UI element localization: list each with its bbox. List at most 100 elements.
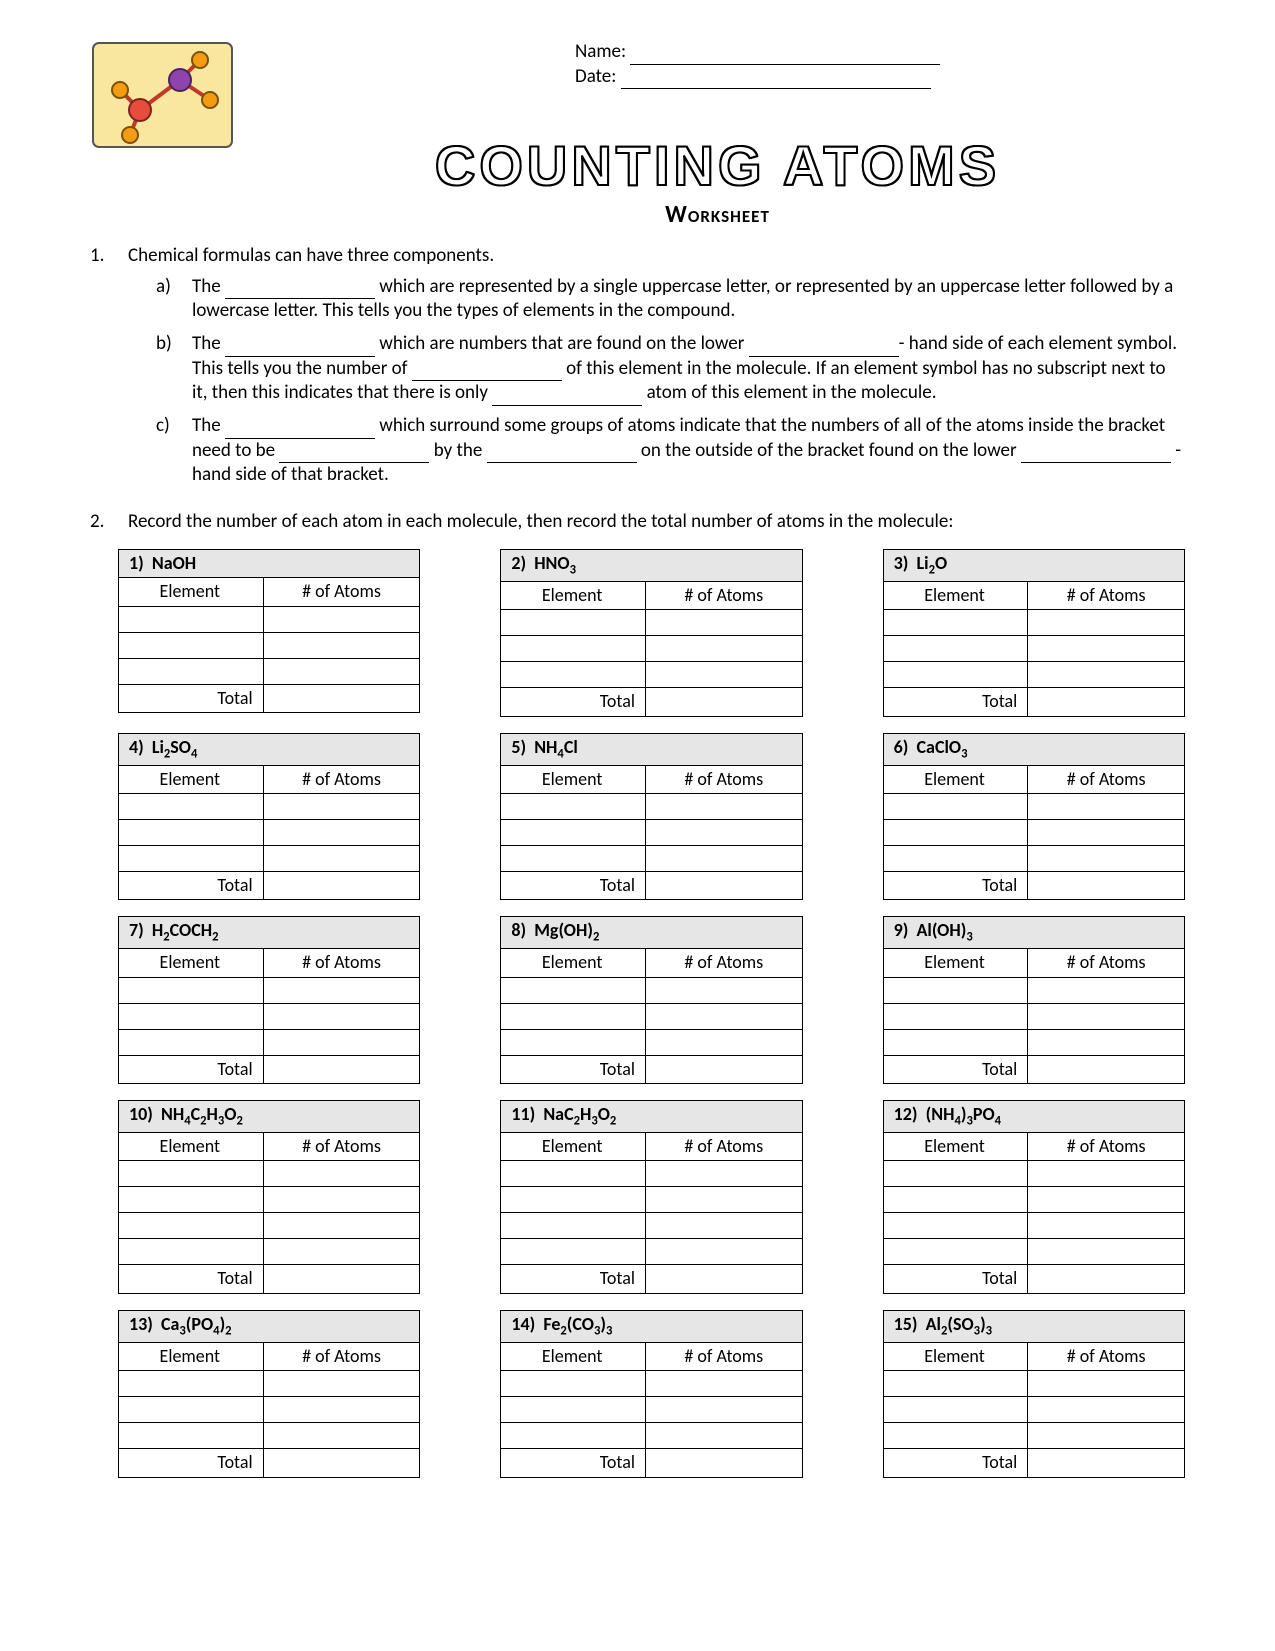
- date-blank[interactable]: [621, 88, 931, 89]
- element-cell[interactable]: [119, 819, 264, 845]
- element-cell[interactable]: [883, 1371, 1028, 1397]
- element-cell[interactable]: [883, 662, 1028, 688]
- total-cell[interactable]: [1028, 1055, 1185, 1083]
- fill-blank[interactable]: [492, 387, 642, 406]
- fill-blank[interactable]: [225, 280, 375, 299]
- count-cell[interactable]: [1028, 845, 1185, 871]
- count-cell[interactable]: [1028, 1239, 1185, 1265]
- fill-blank[interactable]: [412, 362, 562, 381]
- element-cell[interactable]: [501, 1423, 646, 1449]
- total-cell[interactable]: [1028, 1265, 1185, 1293]
- total-cell[interactable]: [645, 1449, 802, 1477]
- element-cell[interactable]: [883, 610, 1028, 636]
- total-cell[interactable]: [1028, 871, 1185, 899]
- count-cell[interactable]: [645, 845, 802, 871]
- total-cell[interactable]: [645, 1055, 802, 1083]
- total-cell[interactable]: [645, 1265, 802, 1293]
- total-cell[interactable]: [263, 1265, 420, 1293]
- element-cell[interactable]: [501, 977, 646, 1003]
- count-cell[interactable]: [263, 1371, 420, 1397]
- count-cell[interactable]: [645, 1371, 802, 1397]
- element-cell[interactable]: [883, 1239, 1028, 1265]
- element-cell[interactable]: [501, 610, 646, 636]
- total-cell[interactable]: [645, 871, 802, 899]
- element-cell[interactable]: [883, 1187, 1028, 1213]
- count-cell[interactable]: [645, 610, 802, 636]
- count-cell[interactable]: [1028, 1423, 1185, 1449]
- count-cell[interactable]: [263, 819, 420, 845]
- count-cell[interactable]: [645, 662, 802, 688]
- total-cell[interactable]: [263, 1055, 420, 1083]
- element-cell[interactable]: [501, 1397, 646, 1423]
- element-cell[interactable]: [501, 845, 646, 871]
- element-cell[interactable]: [883, 636, 1028, 662]
- element-cell[interactable]: [119, 1371, 264, 1397]
- total-cell[interactable]: [263, 871, 420, 899]
- total-cell[interactable]: [645, 688, 802, 716]
- count-cell[interactable]: [263, 1161, 420, 1187]
- count-cell[interactable]: [1028, 636, 1185, 662]
- element-cell[interactable]: [501, 1371, 646, 1397]
- element-cell[interactable]: [119, 1397, 264, 1423]
- element-cell[interactable]: [119, 1187, 264, 1213]
- count-cell[interactable]: [645, 1187, 802, 1213]
- count-cell[interactable]: [1028, 1213, 1185, 1239]
- fill-blank[interactable]: [225, 338, 375, 357]
- element-cell[interactable]: [883, 1423, 1028, 1449]
- element-cell[interactable]: [883, 1029, 1028, 1055]
- element-cell[interactable]: [501, 1239, 646, 1265]
- count-cell[interactable]: [1028, 1187, 1185, 1213]
- element-cell[interactable]: [119, 606, 264, 632]
- count-cell[interactable]: [263, 1187, 420, 1213]
- count-cell[interactable]: [1028, 1371, 1185, 1397]
- count-cell[interactable]: [645, 819, 802, 845]
- element-cell[interactable]: [883, 1213, 1028, 1239]
- count-cell[interactable]: [263, 658, 420, 684]
- fill-blank[interactable]: [225, 420, 375, 439]
- element-cell[interactable]: [501, 636, 646, 662]
- count-cell[interactable]: [263, 1029, 420, 1055]
- element-cell[interactable]: [119, 632, 264, 658]
- count-cell[interactable]: [1028, 1029, 1185, 1055]
- element-cell[interactable]: [119, 845, 264, 871]
- count-cell[interactable]: [645, 1161, 802, 1187]
- element-cell[interactable]: [883, 819, 1028, 845]
- total-cell[interactable]: [263, 1449, 420, 1477]
- element-cell[interactable]: [119, 658, 264, 684]
- total-cell[interactable]: [263, 684, 420, 712]
- element-cell[interactable]: [501, 1187, 646, 1213]
- count-cell[interactable]: [263, 977, 420, 1003]
- element-cell[interactable]: [119, 1003, 264, 1029]
- element-cell[interactable]: [501, 662, 646, 688]
- element-cell[interactable]: [883, 793, 1028, 819]
- element-cell[interactable]: [501, 819, 646, 845]
- element-cell[interactable]: [883, 1397, 1028, 1423]
- fill-blank[interactable]: [279, 444, 429, 463]
- element-cell[interactable]: [883, 977, 1028, 1003]
- count-cell[interactable]: [645, 1003, 802, 1029]
- count-cell[interactable]: [1028, 1397, 1185, 1423]
- count-cell[interactable]: [263, 1003, 420, 1029]
- count-cell[interactable]: [1028, 819, 1185, 845]
- count-cell[interactable]: [645, 1213, 802, 1239]
- element-cell[interactable]: [883, 1161, 1028, 1187]
- element-cell[interactable]: [501, 1029, 646, 1055]
- count-cell[interactable]: [263, 845, 420, 871]
- count-cell[interactable]: [645, 1029, 802, 1055]
- count-cell[interactable]: [1028, 1161, 1185, 1187]
- count-cell[interactable]: [645, 636, 802, 662]
- element-cell[interactable]: [119, 977, 264, 1003]
- count-cell[interactable]: [263, 1213, 420, 1239]
- element-cell[interactable]: [119, 1239, 264, 1265]
- count-cell[interactable]: [263, 1239, 420, 1265]
- count-cell[interactable]: [1028, 662, 1185, 688]
- count-cell[interactable]: [263, 606, 420, 632]
- element-cell[interactable]: [501, 1213, 646, 1239]
- count-cell[interactable]: [645, 977, 802, 1003]
- fill-blank[interactable]: [749, 338, 899, 357]
- count-cell[interactable]: [263, 1423, 420, 1449]
- count-cell[interactable]: [1028, 1003, 1185, 1029]
- count-cell[interactable]: [645, 1423, 802, 1449]
- count-cell[interactable]: [1028, 793, 1185, 819]
- element-cell[interactable]: [119, 1213, 264, 1239]
